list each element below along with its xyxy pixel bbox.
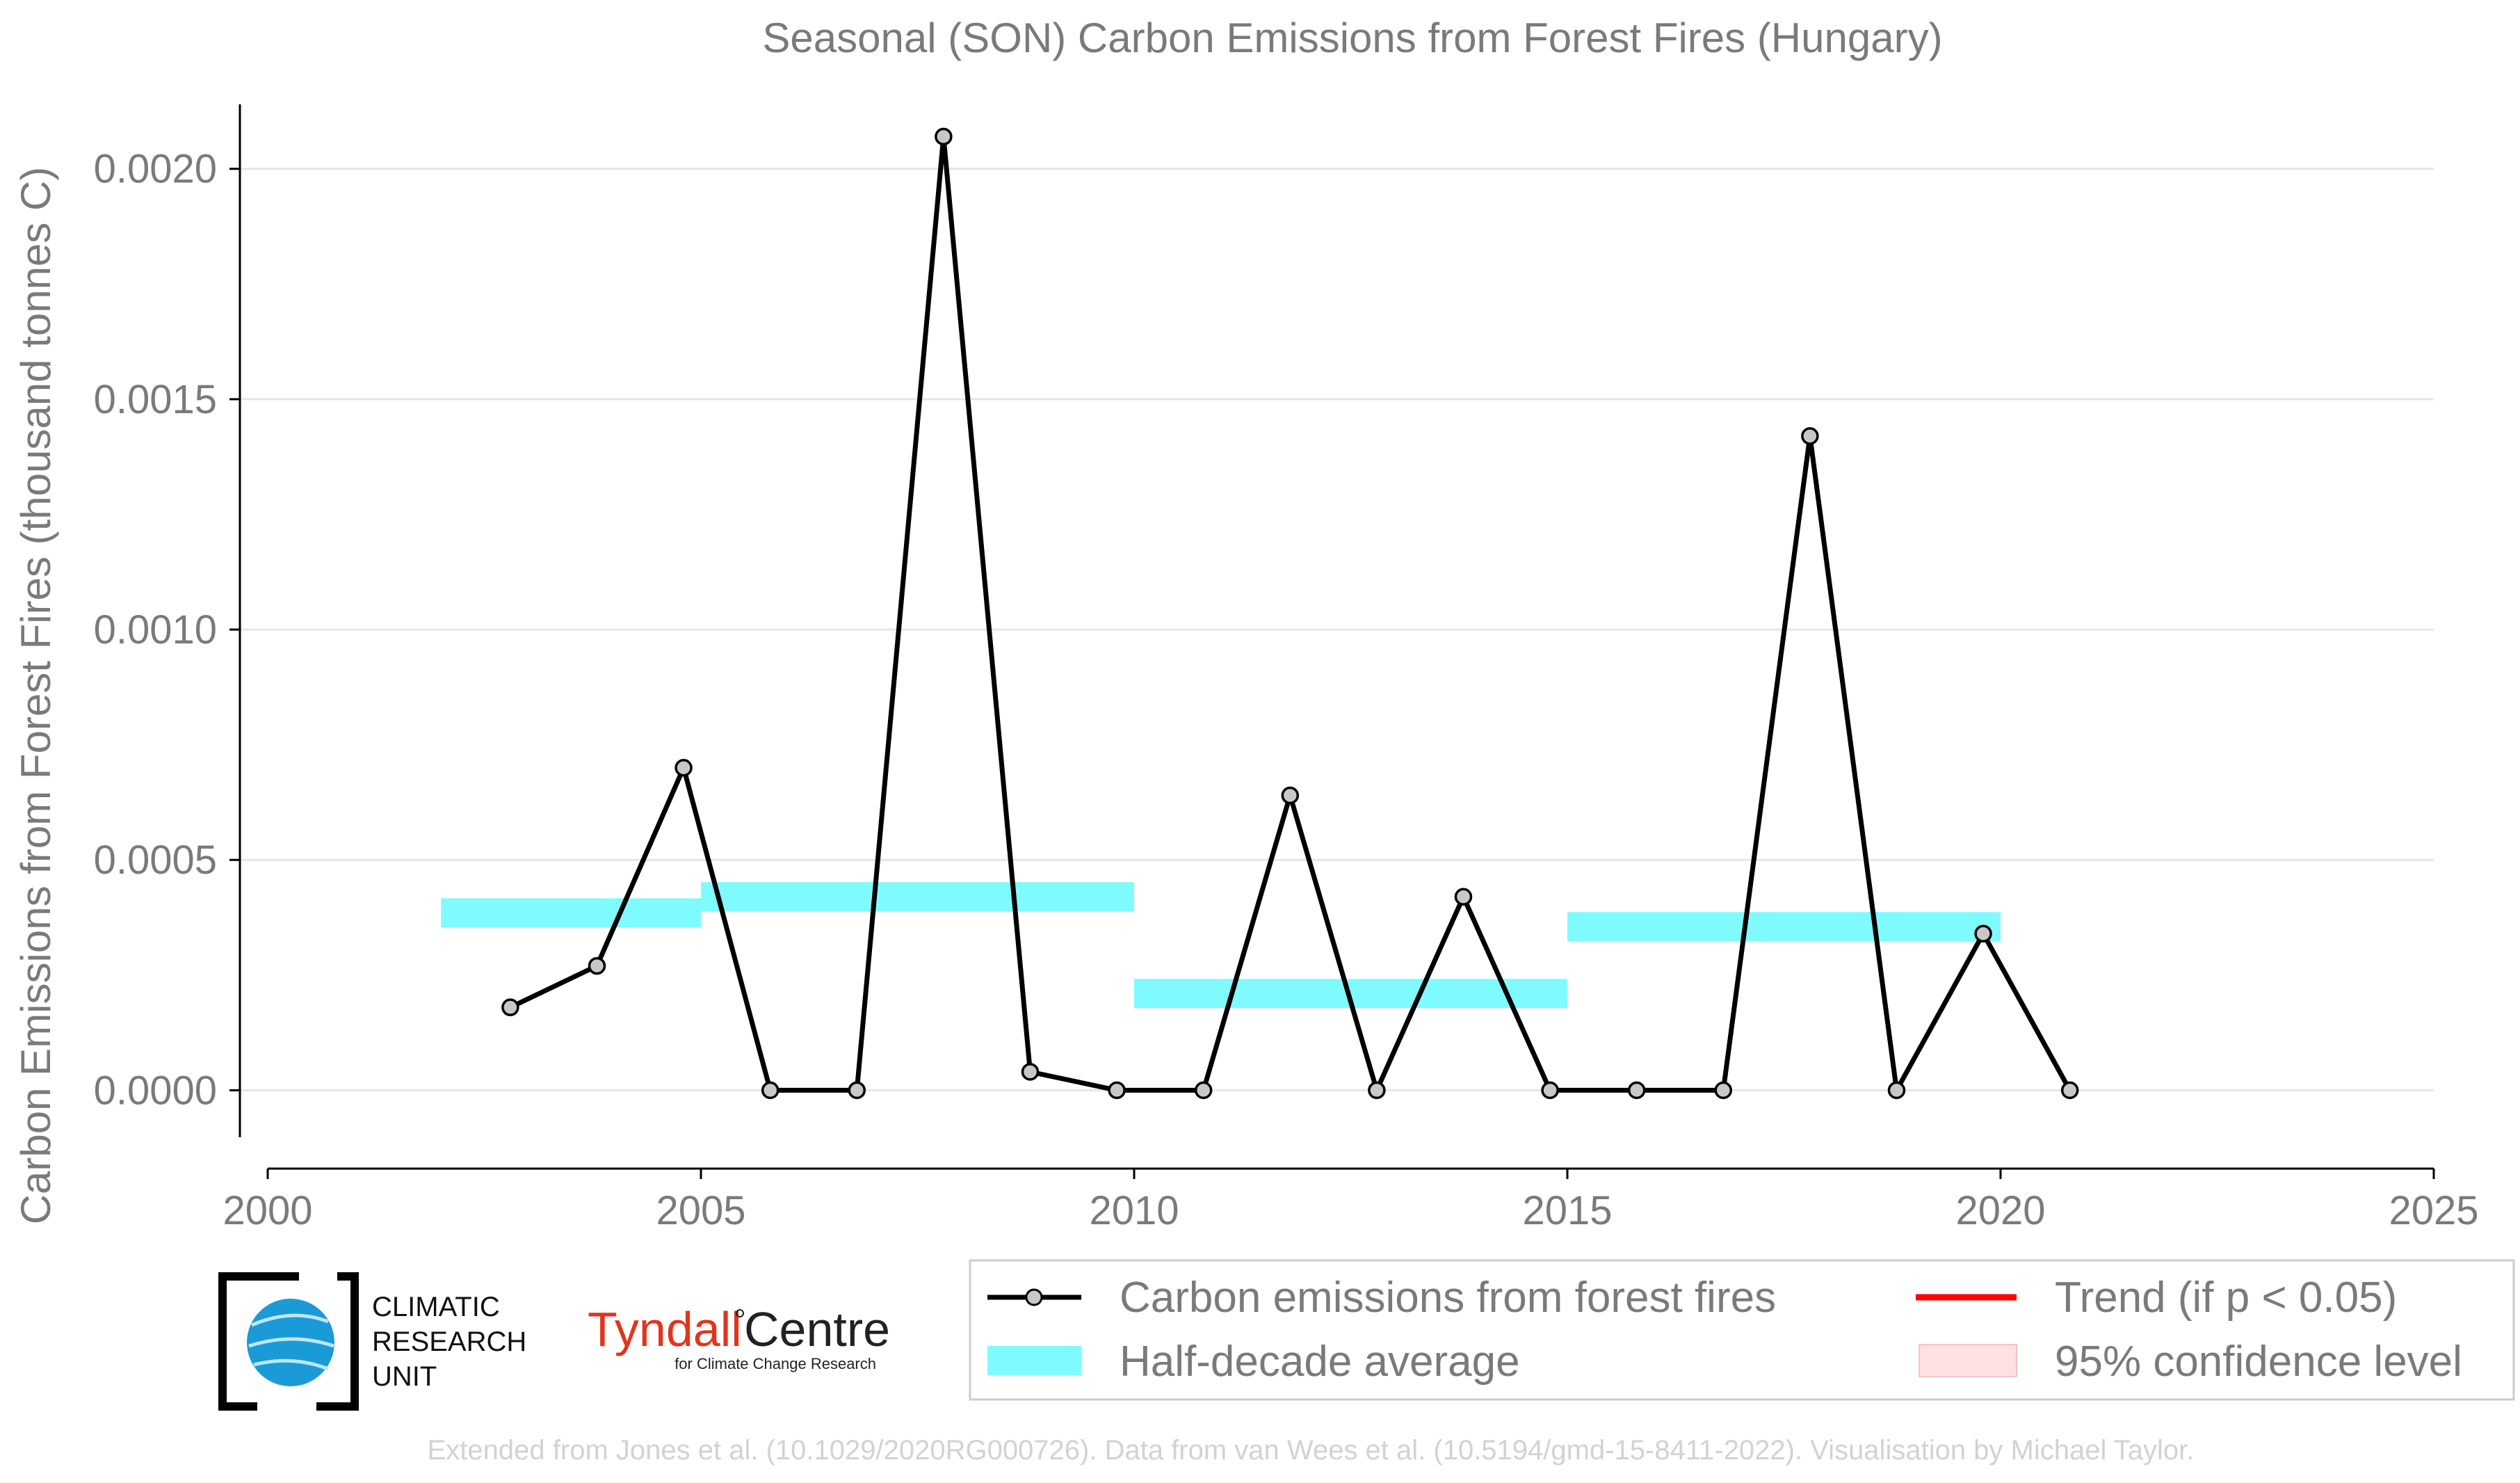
legend-average-swatch (987, 1346, 1081, 1375)
emissions-point (675, 759, 693, 777)
credit-text: Extended from Jones et al. (10.1029/2020… (428, 1435, 2195, 1466)
emissions-point (1974, 924, 1992, 943)
tyndall-logo-centre: Centre (744, 1302, 890, 1356)
half-decade-average-bar (1567, 912, 2001, 942)
cru-logo-bracket-left (218, 1272, 299, 1411)
tyndall-logo: Tyndall Centre for Climate Change Resear… (588, 1302, 890, 1372)
emissions-point (1454, 888, 1473, 906)
emissions-point (1108, 1081, 1126, 1100)
globe-icon-lines (248, 1313, 334, 1371)
half-decade-average-bars (441, 882, 2001, 1009)
emissions-point (501, 998, 519, 1016)
legend-marker-swatch (1025, 1288, 1043, 1306)
tyndall-logo-subtitle: for Climate Change Research (675, 1355, 876, 1372)
emissions-point (2060, 1081, 2079, 1100)
y-tick-label: 0.0020 (94, 147, 217, 192)
x-tick-label: 2000 (223, 1188, 312, 1233)
cru-logo-bracket-right (316, 1272, 359, 1411)
y-tick-label: 0.0010 (94, 607, 217, 652)
emissions-point (1194, 1081, 1213, 1100)
cru-logo-line-1: CLIMATIC (372, 1292, 500, 1322)
emissions-point (1368, 1081, 1386, 1100)
legend-box (969, 1259, 2515, 1401)
cru-logo-line-3: UNIT (372, 1361, 437, 1392)
legend-label-confidence: 95% confidence level (2055, 1338, 2462, 1386)
emissions-point (1627, 1081, 1646, 1100)
legend-label-emissions: Carbon emissions from forest fires (1120, 1274, 1776, 1322)
emissions-point (848, 1081, 866, 1100)
legend: Carbon emissions from forest fires Trend… (969, 1259, 2515, 1401)
y-axis-label: Carbon Emissions from Forest Fires (thou… (13, 167, 59, 1225)
half-decade-average-bar (701, 882, 1134, 912)
x-tick-label: 2025 (2389, 1188, 2478, 1233)
cru-logo-line-2: RESEARCH (372, 1326, 526, 1357)
legend-confidence-swatch (1919, 1344, 2017, 1377)
emissions-point (935, 127, 953, 146)
cru-logo: CLIMATIC RESEARCH UNIT (218, 1271, 526, 1414)
x-tick-label: 2010 (1089, 1188, 1179, 1233)
y-tick-labels: 0.0000 0.0005 0.0010 0.0015 0.0020 (94, 147, 217, 1114)
half-decade-average-bar (441, 898, 701, 928)
emissions-point (1887, 1081, 1906, 1100)
x-tick-label: 2005 (656, 1188, 745, 1233)
legend-label-average: Half-decade average (1120, 1338, 1520, 1386)
x-tick-label: 2015 (1522, 1188, 1612, 1233)
y-tick-label: 0.0005 (94, 837, 217, 883)
emissions-point (588, 956, 606, 975)
x-tick-labels: 2000 2005 2010 2015 2020 2025 (223, 1188, 2478, 1233)
emissions-series (501, 127, 2079, 1100)
y-tick-label: 0.0015 (94, 377, 217, 422)
chart-title: Seasonal (SON) Carbon Emissions from For… (762, 15, 1942, 61)
degree-icon (736, 1309, 744, 1317)
emissions-point (1714, 1081, 1733, 1100)
emissions-point (1281, 786, 1300, 805)
emissions-point (1541, 1081, 1559, 1100)
tyndall-logo-main: Tyndall (588, 1302, 742, 1356)
legend-label-trend: Trend (if p < 0.05) (2055, 1274, 2397, 1322)
x-tick-label: 2020 (1955, 1188, 2045, 1233)
emissions-point (1021, 1063, 1040, 1081)
y-tick-label: 0.0000 (94, 1068, 217, 1113)
emissions-point (761, 1081, 780, 1100)
axes (229, 104, 2435, 1179)
emissions-point (1801, 427, 1819, 445)
